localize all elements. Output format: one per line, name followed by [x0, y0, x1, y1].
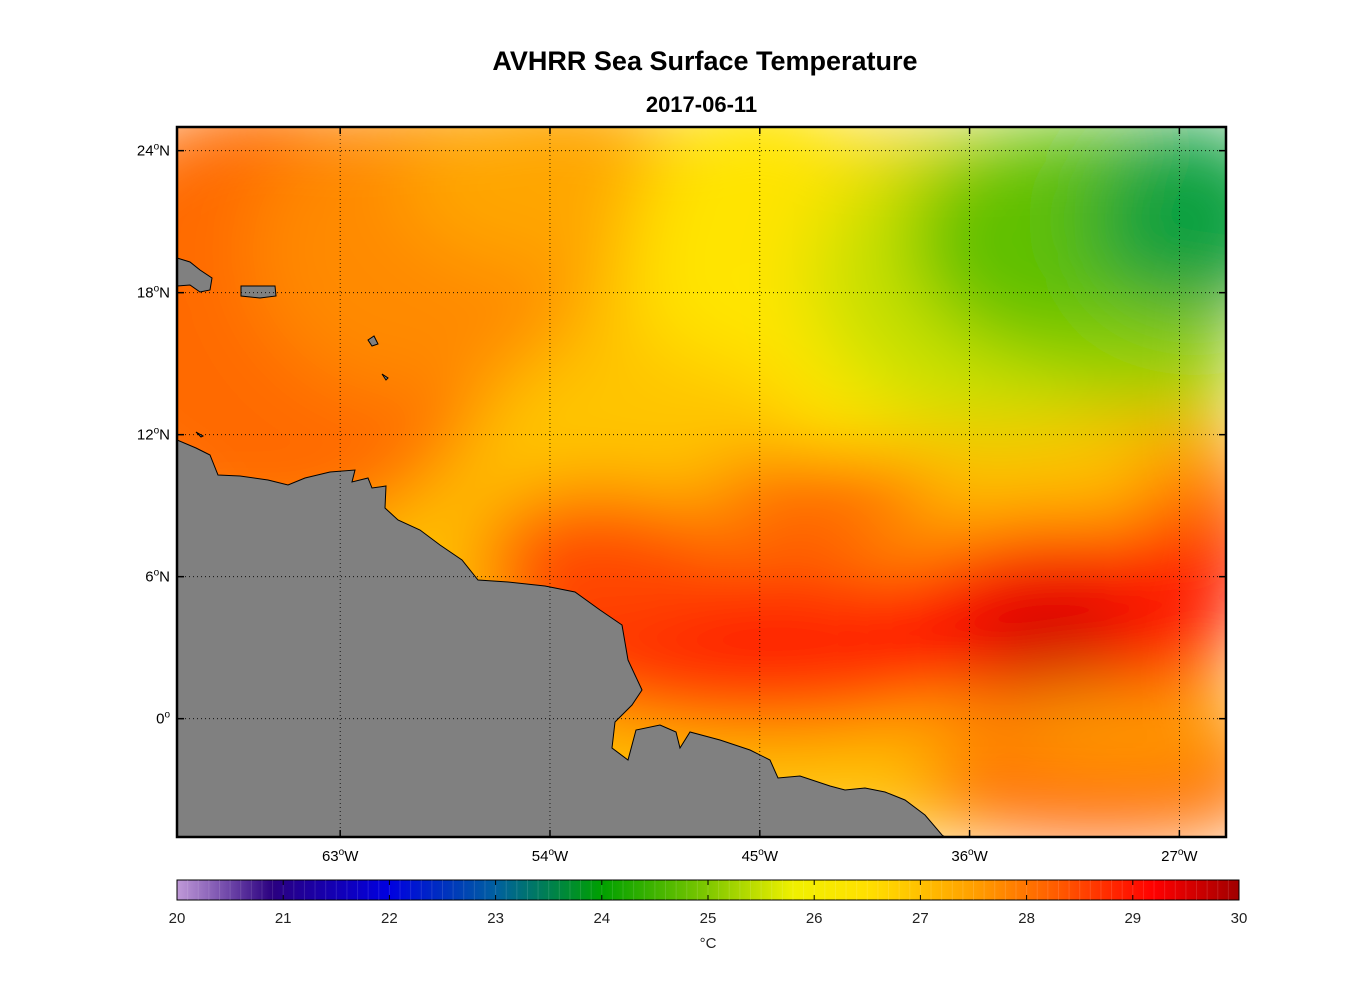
degree-symbol: o	[548, 847, 554, 858]
lat-tick-degree: 18	[137, 285, 154, 302]
lon-tick-hemisphere: W	[764, 848, 779, 865]
lat-tick-hemisphere: N	[159, 143, 170, 160]
colorbar-tick-label: 24	[593, 910, 610, 927]
sst-map	[177, 127, 1226, 837]
lat-tick-degree: 6	[145, 569, 153, 586]
lat-tick-label: 6oN	[145, 568, 170, 586]
sst-field	[177, 127, 1226, 837]
puerto-rico-land	[240, 285, 277, 299]
degree-symbol: o	[154, 142, 160, 153]
colorbar-tick-label: 29	[1124, 910, 1141, 927]
colorbar-tick-label: 30	[1231, 910, 1248, 927]
lat-tick-degree: 24	[137, 143, 154, 160]
graticule	[177, 127, 1226, 837]
lon-tick-label: 63oW	[322, 847, 359, 865]
south-america-land	[177, 439, 946, 837]
colorbar-tick-label: 26	[806, 910, 823, 927]
degree-symbol: o	[154, 568, 160, 579]
tobago-land	[195, 431, 205, 438]
lat-tick-label: 24oN	[137, 142, 170, 160]
lon-tick-degree: 45	[742, 848, 759, 865]
colorbar-tick-label: 25	[700, 910, 717, 927]
degree-symbol: o	[758, 847, 764, 858]
map-subtitle: 2017-06-11	[645, 92, 758, 117]
lon-tick-label: 27oW	[1161, 847, 1198, 865]
lon-tick-hemisphere: W	[344, 848, 359, 865]
lat-tick-label: 18oN	[137, 284, 170, 302]
martinique-land	[381, 373, 389, 381]
degree-symbol: o	[968, 847, 974, 858]
colorbar-tick-label: 28	[1018, 910, 1035, 927]
colorbar: 20 21 22 23 24 25 26 27 28 29 30 °C	[169, 879, 1248, 952]
hispaniola-land	[177, 257, 213, 293]
lon-tick-degree: 36	[951, 848, 968, 865]
lon-tick-label: 36oW	[951, 847, 988, 865]
lon-tick-degree: 27	[1161, 848, 1178, 865]
colorbar-tick-label: 21	[275, 910, 292, 927]
degree-symbol: o	[154, 284, 160, 295]
lon-tick-hemisphere: W	[554, 848, 569, 865]
lat-tick-hemisphere: N	[159, 285, 170, 302]
lat-tick-label: 0o	[156, 710, 170, 728]
lon-tick-hemisphere: W	[1183, 848, 1198, 865]
lon-tick-hemisphere: W	[974, 848, 989, 865]
degree-symbol: o	[154, 426, 160, 437]
colorbar-tick-label: 27	[912, 910, 929, 927]
lon-tick-degree: 54	[532, 848, 549, 865]
degree-symbol: o	[339, 847, 345, 858]
guadeloupe-land	[367, 335, 379, 347]
lat-tick-hemisphere: N	[159, 569, 170, 586]
colorbar-unit-label: °C	[700, 935, 717, 952]
colorbar-tick-label: 23	[487, 910, 504, 927]
land-mask	[177, 257, 946, 837]
colorbar-tick-label: 20	[169, 910, 186, 927]
lat-tick-label: 12oN	[137, 426, 170, 444]
lon-tick-label: 54oW	[532, 847, 569, 865]
colorbar-tick-label: 22	[381, 910, 398, 927]
lat-tick-degree: 12	[137, 427, 154, 444]
lon-tick-degree: 63	[322, 848, 339, 865]
map-title: AVHRR Sea Surface Temperature	[492, 46, 918, 76]
lat-tick-degree: 0	[156, 711, 164, 728]
degree-symbol: o	[1178, 847, 1184, 858]
map-frame	[175, 125, 1228, 839]
lon-tick-label: 45oW	[742, 847, 779, 865]
degree-symbol: o	[164, 710, 170, 721]
lat-tick-hemisphere: N	[159, 427, 170, 444]
